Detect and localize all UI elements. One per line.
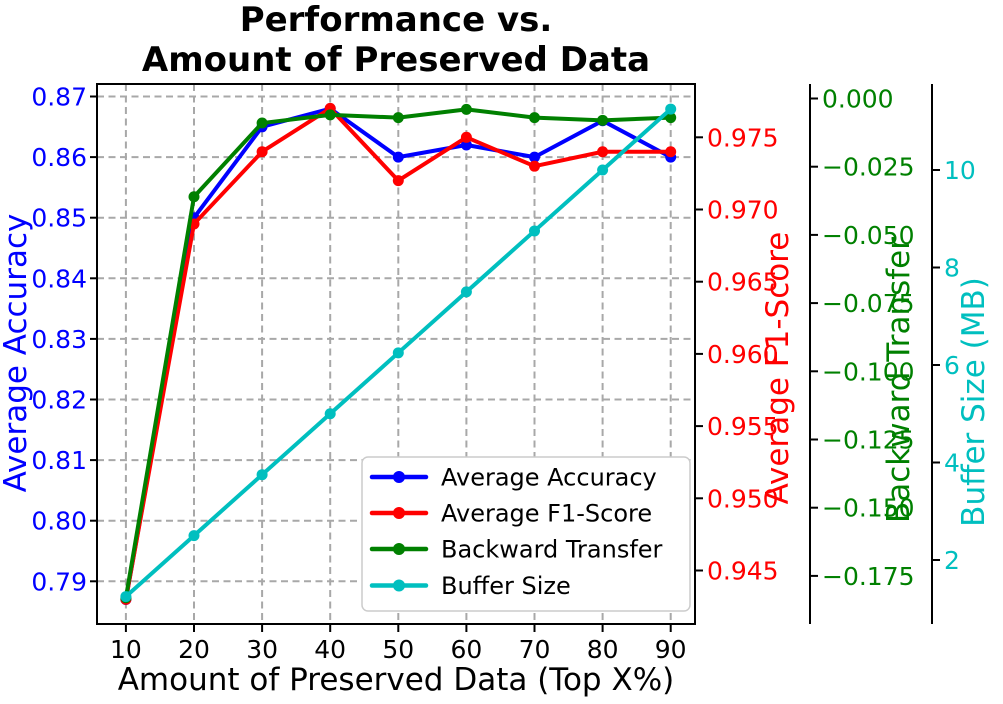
axes-layer: 10 20 30 40 50 60 70 80 90 0.87 0.86 0.85 0.84 0.83 0.… xyxy=(31,83,975,665)
series-marker-f1 xyxy=(529,160,540,172)
x-tick-label: 40 xyxy=(314,635,346,664)
legend-item-label: Average F1-Score xyxy=(441,500,652,528)
series-marker-buffer xyxy=(188,530,200,542)
buffer-tick-label: 8 xyxy=(944,254,960,283)
accuracy-tick-label: 0.79 xyxy=(31,567,87,596)
accuracy-tick-label: 0.82 xyxy=(31,386,87,415)
accuracy-axis-label: Average Accuracy xyxy=(0,214,34,493)
series-marker-buffer xyxy=(460,286,472,298)
legend-item-label: Average Accuracy xyxy=(441,464,657,492)
bwt-tick-label: −0.125 xyxy=(822,426,915,455)
series-marker-buffer xyxy=(529,225,540,237)
series-marker-buffer xyxy=(665,103,677,115)
series-marker-f1 xyxy=(597,146,609,158)
bwt-tick-label: −0.150 xyxy=(822,494,915,523)
legend: Average Accuracy Average F1-Score Backward… xyxy=(361,456,691,612)
series-marker-bwt xyxy=(460,103,472,115)
accuracy-tick-label: 0.87 xyxy=(31,83,87,112)
x-tick-label: 50 xyxy=(382,635,414,664)
x-tick-label: 10 xyxy=(110,635,142,664)
accuracy-tick-label: 0.84 xyxy=(31,264,87,293)
legend-item-label: Backward Transfer xyxy=(441,536,663,564)
buffer-axis-label: Buffer Size (MB) xyxy=(956,277,992,527)
x-tick-label: 30 xyxy=(246,635,278,664)
series-marker-accuracy xyxy=(460,139,472,151)
bwt-axis-label: Backward Transfer xyxy=(881,237,917,523)
series-marker-f1 xyxy=(256,146,268,158)
f1-tick-label: 0.965 xyxy=(707,268,779,297)
series-marker-bwt xyxy=(324,109,336,121)
series-layer xyxy=(120,102,677,605)
x-tick-label: 80 xyxy=(587,635,619,664)
legend-item-label: Buffer Size xyxy=(441,572,571,600)
bwt-tick-label: −0.100 xyxy=(822,357,915,386)
f1-tick-label: 0.950 xyxy=(707,484,779,513)
bwt-tick-label: −0.075 xyxy=(822,289,915,318)
series-marker-bwt xyxy=(188,191,200,203)
series-marker-buffer xyxy=(392,347,404,359)
series-marker-buffer xyxy=(597,164,609,176)
series-marker-f1 xyxy=(460,131,472,143)
chart-title-line2: Amount of Preserved Data xyxy=(142,40,650,80)
accuracy-tick-label: 0.81 xyxy=(31,446,87,475)
bwt-tick-label: −0.175 xyxy=(822,562,915,591)
f1-tick-label: 0.975 xyxy=(707,123,779,152)
bwt-tick-label: −0.025 xyxy=(822,153,915,182)
f1-tick-label: 0.955 xyxy=(707,412,779,441)
f1-tick-label: 0.960 xyxy=(707,340,779,369)
x-tick-label: 20 xyxy=(178,635,210,664)
series-marker-f1 xyxy=(665,146,677,158)
legend-marker-sample xyxy=(393,507,405,519)
series-marker-bwt xyxy=(392,112,404,124)
x-tick-label: 70 xyxy=(519,635,551,664)
x-tick-label: 60 xyxy=(450,635,482,664)
x-axis-label: Amount of Preserved Data (Top X%) xyxy=(118,662,675,698)
series-marker-accuracy xyxy=(392,151,404,163)
series-marker-bwt xyxy=(256,117,268,129)
series-marker-bwt xyxy=(597,114,609,126)
legend-marker-sample xyxy=(393,543,405,555)
series-marker-buffer xyxy=(120,591,132,603)
x-tick-label: 90 xyxy=(655,635,687,664)
legend-marker-sample xyxy=(393,579,405,592)
accuracy-tick-label: 0.80 xyxy=(31,507,87,536)
series-marker-bwt xyxy=(529,112,540,124)
accuracy-tick-label: 0.85 xyxy=(31,204,87,233)
f1-tick-label: 0.970 xyxy=(707,196,779,225)
bwt-tick-label: −0.050 xyxy=(822,221,915,250)
buffer-tick-label: 10 xyxy=(944,156,976,185)
buffer-tick-label: 6 xyxy=(944,351,960,380)
chart-title-line1: Performance vs. xyxy=(240,0,553,40)
series-marker-f1 xyxy=(392,175,404,187)
accuracy-tick-label: 0.83 xyxy=(31,325,87,354)
legend-marker-sample xyxy=(393,471,405,483)
series-marker-buffer xyxy=(256,469,268,481)
f1-axis-label: Average F1-Score xyxy=(760,232,796,505)
buffer-tick-label: 4 xyxy=(944,449,960,478)
series-marker-bwt xyxy=(665,112,677,124)
series-marker-accuracy xyxy=(529,151,540,163)
bwt-tick-label: 0.000 xyxy=(822,85,894,114)
accuracy-tick-label: 0.86 xyxy=(31,143,87,172)
series-marker-buffer xyxy=(324,408,336,420)
legend-box xyxy=(361,456,691,612)
f1-tick-label: 0.945 xyxy=(707,557,779,586)
buffer-tick-label: 2 xyxy=(944,546,960,575)
